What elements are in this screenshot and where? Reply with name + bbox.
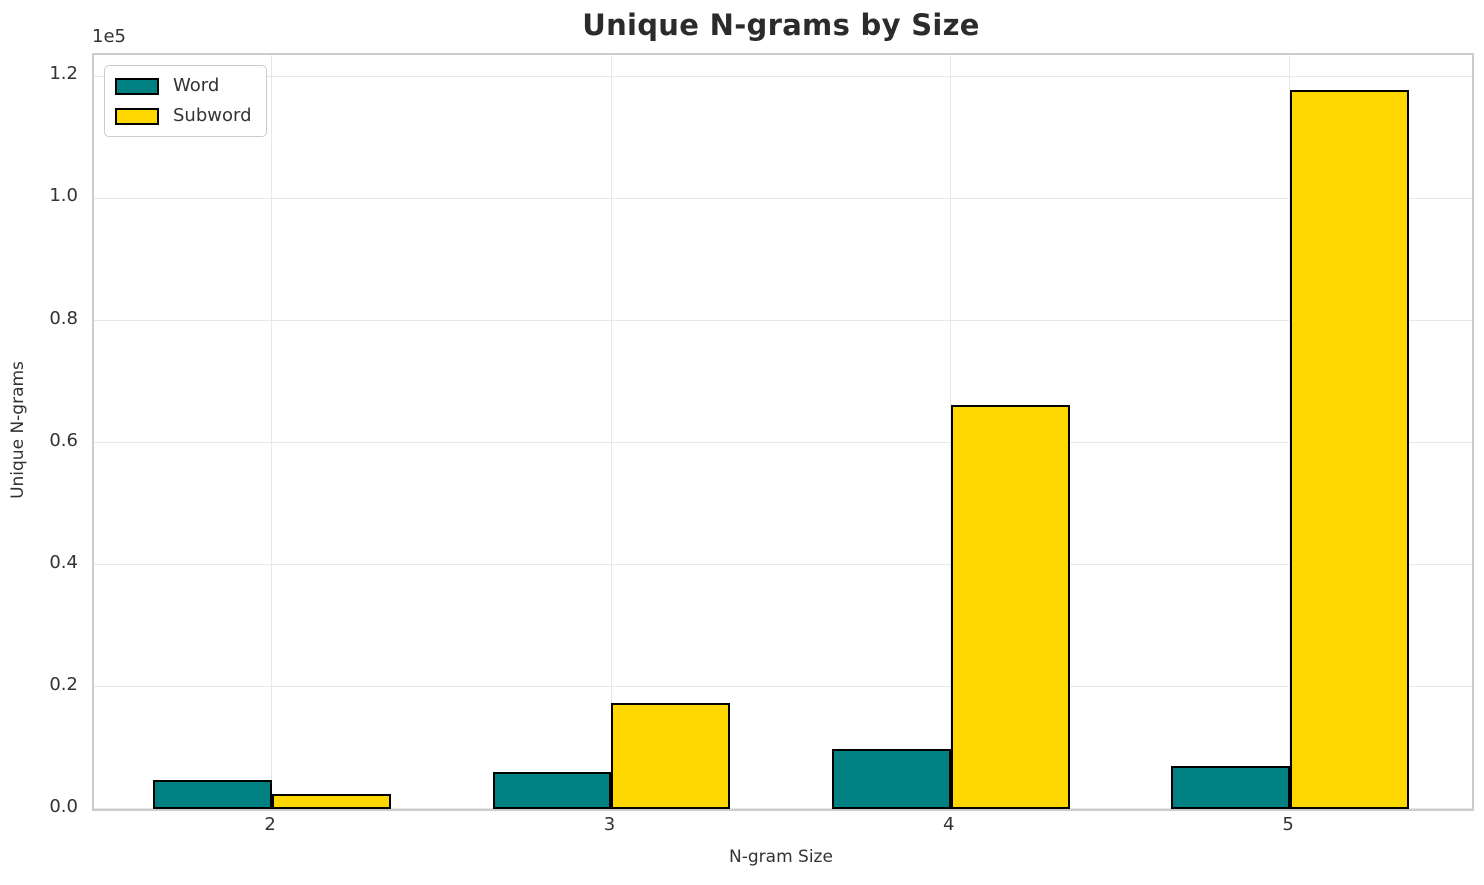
- y-axis-offset-text: 1e5: [92, 26, 126, 47]
- bar-subword-4: [950, 405, 1070, 809]
- bar-subword-2: [272, 794, 391, 809]
- y-tick-label: 0.4: [49, 551, 78, 573]
- legend-swatch-word: [115, 77, 159, 95]
- gridline-horizontal: [94, 808, 1472, 810]
- legend: Word Subword: [104, 65, 267, 137]
- y-tick-label: 1.2: [49, 63, 78, 85]
- x-tick-label: 4: [943, 814, 955, 835]
- bar-subword-3: [611, 703, 731, 809]
- bar-subword-5: [1290, 90, 1409, 809]
- legend-item-subword: Subword: [115, 105, 252, 127]
- bar-word-5: [1171, 765, 1291, 809]
- gridline-vertical: [610, 55, 612, 809]
- y-tick-label: 1.0: [49, 185, 78, 207]
- plot-area: Word Subword: [92, 53, 1474, 811]
- legend-label: Subword: [173, 105, 252, 126]
- legend-swatch-subword: [115, 107, 159, 125]
- x-axis-label: N-gram Size: [729, 847, 833, 867]
- gridline-horizontal: [94, 319, 1472, 321]
- x-tick-label: 5: [1282, 814, 1294, 835]
- gridline-vertical: [1289, 55, 1291, 809]
- chart-title: Unique N-grams by Size: [582, 8, 980, 42]
- legend-label: Word: [173, 75, 220, 96]
- legend-item-word: Word: [115, 75, 252, 97]
- y-tick-label: 0.6: [49, 429, 78, 451]
- gridline-horizontal: [94, 75, 1472, 77]
- gridline-horizontal: [94, 441, 1472, 443]
- y-tick-label: 0.0: [49, 796, 78, 817]
- gridline-vertical: [950, 55, 952, 809]
- bar-word-2: [153, 780, 273, 809]
- bar-word-4: [832, 749, 951, 809]
- y-tick-label: 0.8: [49, 307, 78, 329]
- x-tick-label: 2: [264, 814, 276, 835]
- gridline-horizontal: [94, 197, 1472, 199]
- gridline-horizontal: [94, 564, 1472, 566]
- bar-word-3: [492, 772, 612, 809]
- y-tick-label: 0.2: [49, 673, 78, 695]
- gridline-vertical: [271, 55, 273, 809]
- gridline-horizontal: [94, 686, 1472, 688]
- x-tick-label: 3: [603, 814, 616, 835]
